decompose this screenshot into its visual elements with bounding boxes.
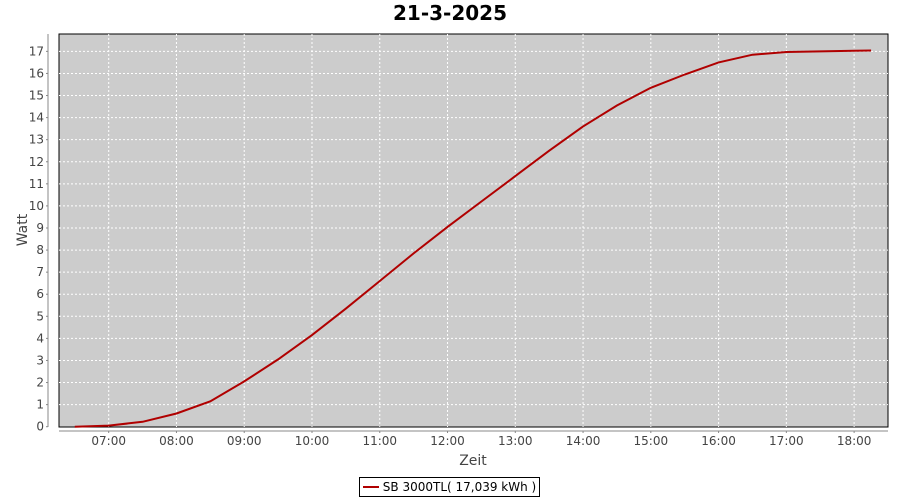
y-axis-label: Watt: [15, 213, 31, 246]
x-tick-label: 16:00: [701, 434, 736, 448]
x-tick-label: 11:00: [362, 434, 397, 448]
x-tick-label: 08:00: [159, 434, 194, 448]
y-tick-label: 12: [29, 155, 44, 169]
y-tick-label: 16: [29, 66, 44, 80]
legend-swatch: [362, 486, 379, 488]
y-tick-label: 4: [36, 331, 44, 345]
x-tick-label: 13:00: [498, 434, 533, 448]
y-tick-label: 17: [29, 44, 44, 58]
x-tick-label: 07:00: [91, 434, 126, 448]
y-tick-label: 9: [36, 221, 44, 235]
y-tick-label: 3: [36, 353, 44, 367]
y-tick-label: 8: [36, 243, 44, 257]
y-tick-label: 10: [29, 199, 44, 213]
legend: SB 3000TL( 17,039 kWh ): [359, 477, 540, 497]
x-tick-label: 18:00: [837, 434, 872, 448]
y-tick-label: 14: [29, 111, 44, 125]
legend-label: SB 3000TL( 17,039 kWh ): [382, 480, 537, 494]
x-tick-label: 14:00: [566, 434, 601, 448]
y-tick-label: 5: [36, 309, 44, 323]
x-tick-label: 10:00: [295, 434, 330, 448]
y-tick-label: 15: [29, 89, 44, 103]
y-tick-label: 13: [29, 133, 44, 147]
x-axis-label: Zeit: [459, 453, 487, 469]
y-tick-label: 11: [29, 177, 44, 191]
x-tick-label: 15:00: [634, 434, 669, 448]
plot-area: [58, 33, 889, 428]
y-tick-label: 6: [36, 287, 44, 301]
y-tick-label: 7: [36, 265, 44, 279]
x-tick-label: 17:00: [769, 434, 804, 448]
y-tick-label: 1: [36, 398, 44, 412]
chart-title: 21-3-2025: [392, 1, 507, 25]
x-tick-label: 09:00: [227, 434, 262, 448]
series-line: [74, 49, 872, 428]
y-tick-label: 0: [36, 420, 44, 434]
y-tick-label: 2: [36, 376, 44, 390]
x-tick-label: 12:00: [430, 434, 465, 448]
